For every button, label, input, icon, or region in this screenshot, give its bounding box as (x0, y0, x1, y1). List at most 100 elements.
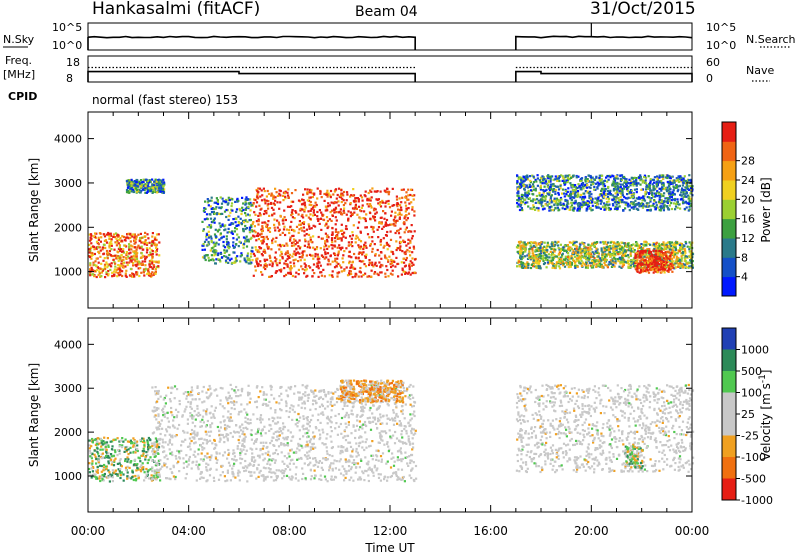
echo-cell (231, 230, 234, 233)
echo-cell (668, 184, 671, 187)
echo-cell (113, 248, 116, 251)
echo-cell (207, 204, 210, 207)
echo-cell (229, 211, 232, 214)
echo-cell (224, 259, 228, 262)
echo-cell (410, 264, 413, 267)
echo-cell (240, 222, 243, 225)
echo-cell (645, 251, 648, 254)
echo-cell (215, 213, 218, 216)
echo-cell (288, 253, 292, 256)
echo-cell (517, 195, 520, 198)
echo-cell (271, 239, 274, 242)
echo-cell (324, 232, 327, 235)
echo-cell (520, 201, 523, 204)
echo-cell (680, 255, 683, 258)
echo-cell (532, 206, 535, 209)
echo-cell (680, 248, 683, 251)
echo-cell (400, 208, 403, 212)
echo-cell (284, 273, 288, 276)
echo-cell (559, 249, 562, 252)
echo-cell (681, 197, 684, 200)
echo-cell (411, 194, 414, 197)
echo-cell (601, 205, 604, 209)
echo-cell (236, 224, 239, 227)
echo-cell (121, 235, 124, 238)
echo-cell (132, 233, 135, 236)
echo-cell (607, 241, 610, 244)
echo-cell (215, 206, 218, 209)
echo-cell (574, 199, 577, 202)
echo-cell (411, 261, 414, 264)
echo-cell (341, 246, 344, 249)
echo-cell (143, 255, 146, 258)
echo-cell (622, 263, 625, 267)
echo-cell (209, 235, 213, 238)
freq-label: Freq. (5, 54, 32, 67)
echo-cell (105, 271, 108, 274)
echo-cell (306, 192, 309, 196)
echo-cell (148, 247, 151, 250)
echo-cell (114, 241, 117, 244)
echo-cell (625, 254, 628, 258)
echo-cell (558, 258, 561, 261)
echo-cell (215, 258, 218, 261)
echo-cell (97, 273, 100, 277)
echo-cell (335, 211, 338, 214)
echo-cell (521, 244, 524, 247)
echo-cell (522, 180, 525, 183)
echo-cell (258, 251, 261, 254)
echo-cell (113, 268, 116, 271)
echo-cell (564, 255, 567, 258)
echo-cell (603, 193, 606, 196)
echo-cell (245, 235, 248, 238)
echo-cell (649, 178, 652, 181)
echo-cell (364, 190, 367, 193)
echo-cell (580, 193, 583, 196)
echo-cell (387, 191, 390, 194)
echo-cell (621, 260, 624, 263)
echo-cell (516, 182, 519, 185)
echo-cell (355, 197, 358, 200)
echo-cell (534, 242, 537, 245)
echo-cell (677, 185, 680, 188)
echo-cell (647, 255, 650, 258)
echo-cell (681, 262, 684, 266)
echo-cell (540, 203, 543, 206)
echo-cell (554, 178, 557, 181)
echo-cell (210, 211, 214, 214)
echo-cell (524, 201, 527, 204)
echo-cell (307, 216, 310, 219)
echo-cell (150, 189, 153, 193)
echo-cell (679, 242, 682, 245)
echo-cell (674, 247, 677, 250)
echo-cell (239, 241, 242, 244)
echo-cell (648, 248, 651, 251)
echo-cell (232, 241, 235, 244)
echo-cell (279, 254, 282, 257)
echo-cell (390, 214, 393, 217)
echo-cell (259, 208, 262, 211)
echo-cell (619, 262, 622, 265)
echo-cell (658, 174, 662, 178)
echo-cell (138, 239, 141, 243)
echo-cell (306, 199, 309, 202)
echo-cell (537, 209, 540, 212)
echo-cell (588, 194, 591, 197)
echo-cell (541, 175, 544, 178)
echo-cell (589, 248, 592, 251)
echo-cell (653, 199, 656, 202)
echo-cell (214, 201, 218, 204)
echo-cell (595, 206, 598, 209)
echo-cell (377, 236, 380, 239)
echo-cell (539, 257, 542, 260)
echo-cell (589, 246, 592, 249)
echo-cell (133, 252, 136, 255)
echo-cell (271, 265, 274, 268)
echo-cell (391, 204, 394, 207)
echo-cell (688, 246, 692, 249)
echo-cell (653, 247, 656, 251)
echo-cell (224, 224, 227, 227)
echo-cell (306, 188, 309, 191)
echo-cell (641, 206, 644, 209)
echo-cell (329, 211, 332, 214)
